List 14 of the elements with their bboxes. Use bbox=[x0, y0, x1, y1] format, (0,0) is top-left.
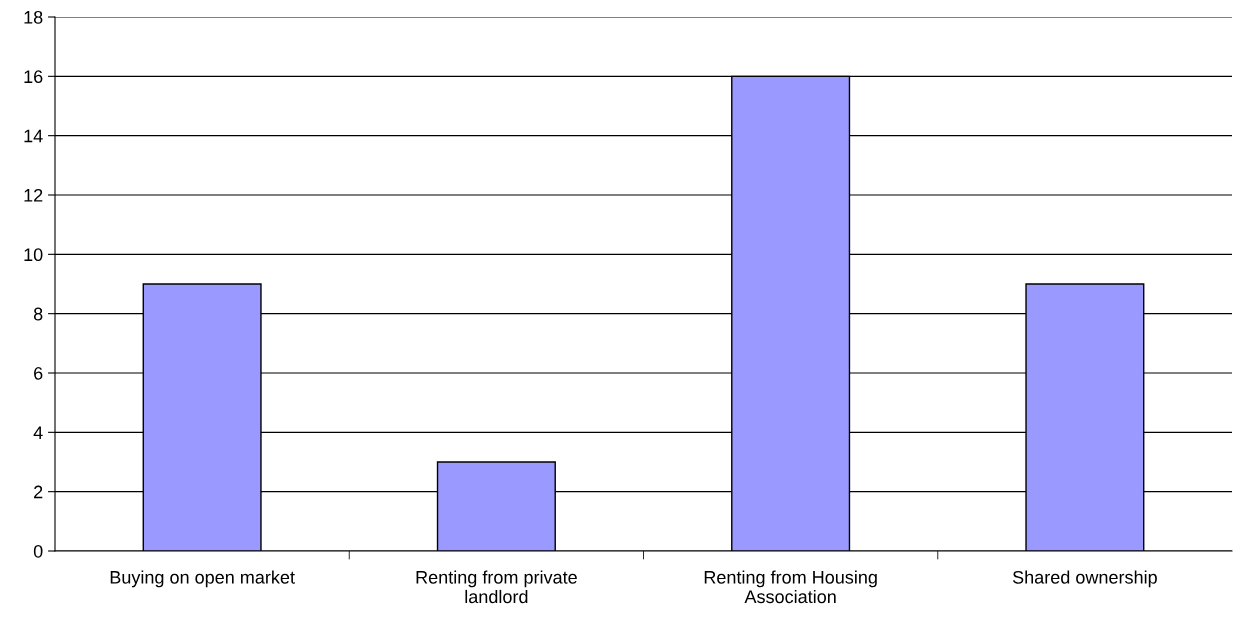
y-tick-label: 0 bbox=[33, 544, 43, 558]
y-tick-label: 8 bbox=[33, 307, 43, 321]
y-tick-label: 14 bbox=[24, 129, 43, 143]
y-tick-label: 6 bbox=[34, 366, 43, 380]
x-tick-label: Renting from private landlord bbox=[416, 570, 577, 604]
y-tick-label: 4 bbox=[33, 426, 43, 439]
x-tick-label: Buying on open market bbox=[110, 570, 295, 588]
x-tick-label: Renting from Housing Association bbox=[704, 570, 877, 604]
y-tick-label: 10 bbox=[24, 248, 43, 262]
x-tick-label: Shared ownership bbox=[1012, 570, 1157, 588]
y-tick-label: 16 bbox=[24, 70, 43, 84]
y-tick-label: 2 bbox=[34, 485, 43, 499]
y-tick-label: 18 bbox=[24, 10, 43, 24]
y-tick-label: 12 bbox=[24, 188, 43, 202]
